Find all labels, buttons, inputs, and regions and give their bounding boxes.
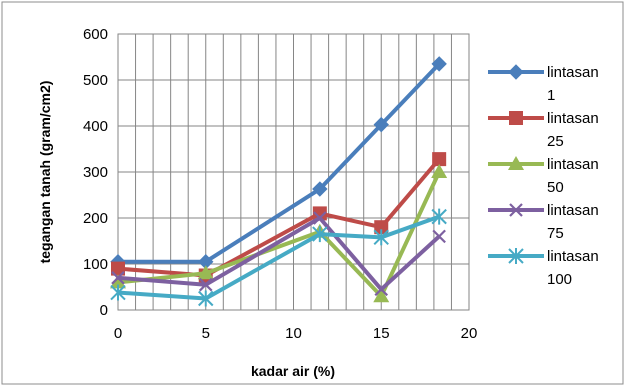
x-tick-label: 20 xyxy=(461,325,478,342)
data-point xyxy=(312,181,328,197)
legend: lintasan1lintasan25lintasan50lintasan75l… xyxy=(488,64,599,288)
data-point xyxy=(431,164,448,178)
y-tick-label: 200 xyxy=(83,210,108,227)
series-5 xyxy=(110,208,447,307)
plot-area xyxy=(117,33,470,311)
data-point xyxy=(111,271,125,285)
legend-label: 25 xyxy=(547,133,564,150)
data-point xyxy=(313,211,327,225)
legend-label: 75 xyxy=(547,225,564,242)
data-point xyxy=(374,282,389,297)
data-point xyxy=(374,220,389,235)
x-tick-label: 5 xyxy=(202,325,210,342)
legend-marker xyxy=(509,111,523,125)
y-tick-label: 400 xyxy=(83,118,108,135)
legend-label: 100 xyxy=(547,271,572,288)
data-point xyxy=(432,152,447,167)
y-tick-label: 300 xyxy=(83,164,108,181)
legend-marker xyxy=(508,248,524,264)
legend-item: lintasan 100 xyxy=(488,248,599,288)
gridlines xyxy=(118,34,469,310)
legend-marker xyxy=(508,64,524,80)
data-point xyxy=(312,226,328,243)
legend-label: lintasan xyxy=(547,110,599,127)
data-point xyxy=(373,288,390,303)
y-tick-label: 500 xyxy=(83,72,108,89)
legend-item: lintasan 50 xyxy=(488,156,599,196)
data-point xyxy=(432,229,446,244)
legend-label: lintasan xyxy=(547,202,599,219)
x-tick-label: 15 xyxy=(373,325,390,342)
legend-label: lintasan xyxy=(547,156,599,173)
series-layer xyxy=(110,56,448,307)
series-4 xyxy=(111,211,446,297)
legend-marker xyxy=(509,203,523,217)
legend-label: 50 xyxy=(547,179,564,196)
y-axis-title: tegangan tanah (gram/cm2) xyxy=(37,81,53,264)
data-point xyxy=(431,56,447,72)
tick-labels: 0 100 200 300 400 500 600 0 5 10 15 20 xyxy=(83,26,477,342)
data-point xyxy=(110,274,126,289)
legend-label: lintasan xyxy=(547,248,599,265)
data-point xyxy=(198,277,213,292)
x-axis-title: kadar air (%) xyxy=(251,363,335,379)
legend-item: lintasan 25 xyxy=(488,110,599,150)
data-point xyxy=(373,116,389,133)
legend-item: lintasan 75 xyxy=(488,202,599,242)
data-point xyxy=(312,206,327,221)
x-tick-label: 0 xyxy=(114,325,122,342)
y-tick-label: 600 xyxy=(83,26,108,43)
legend-marker xyxy=(508,156,524,170)
legend-label: lintasan xyxy=(547,64,599,81)
data-point xyxy=(197,265,214,280)
legend-item: lintasan 1 xyxy=(488,64,599,104)
data-point xyxy=(198,290,214,307)
legend-label: 1 xyxy=(547,87,555,104)
y-tick-label: 100 xyxy=(83,256,108,273)
x-tick-label: 10 xyxy=(285,325,302,342)
y-tick-label: 0 xyxy=(100,302,108,319)
data-point xyxy=(110,284,126,301)
data-point xyxy=(373,229,389,246)
data-point xyxy=(111,261,125,276)
data-point xyxy=(431,208,447,225)
